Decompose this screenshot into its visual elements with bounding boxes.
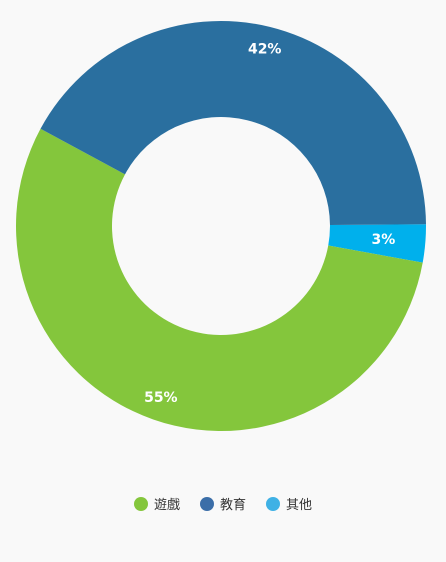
slice-label-education: 42% [248, 41, 282, 57]
legend-item-games[interactable]: 遊戲 [133, 494, 180, 513]
slice-label-other: 3% [372, 232, 396, 248]
legend-label-other: 其他 [286, 498, 313, 513]
slice-label-games: 55% [144, 390, 178, 406]
legend-swatch-education [199, 496, 214, 511]
slice-other[interactable] [328, 224, 426, 263]
legend-label-education: 教育 [219, 498, 246, 513]
legend-item-education[interactable]: 教育 [199, 494, 246, 513]
legend-label-games: 遊戲 [153, 498, 180, 513]
legend: 遊戲 教育 其他 [0, 494, 446, 513]
legend-swatch-other [266, 496, 280, 511]
slice-education[interactable] [40, 21, 426, 226]
legend-item-other[interactable]: 其他 [266, 494, 312, 513]
donut-chart-svg: 3% 55% 42% [15, 21, 426, 432]
slice-games[interactable] [15, 128, 423, 432]
legend-swatch-games [133, 496, 148, 511]
